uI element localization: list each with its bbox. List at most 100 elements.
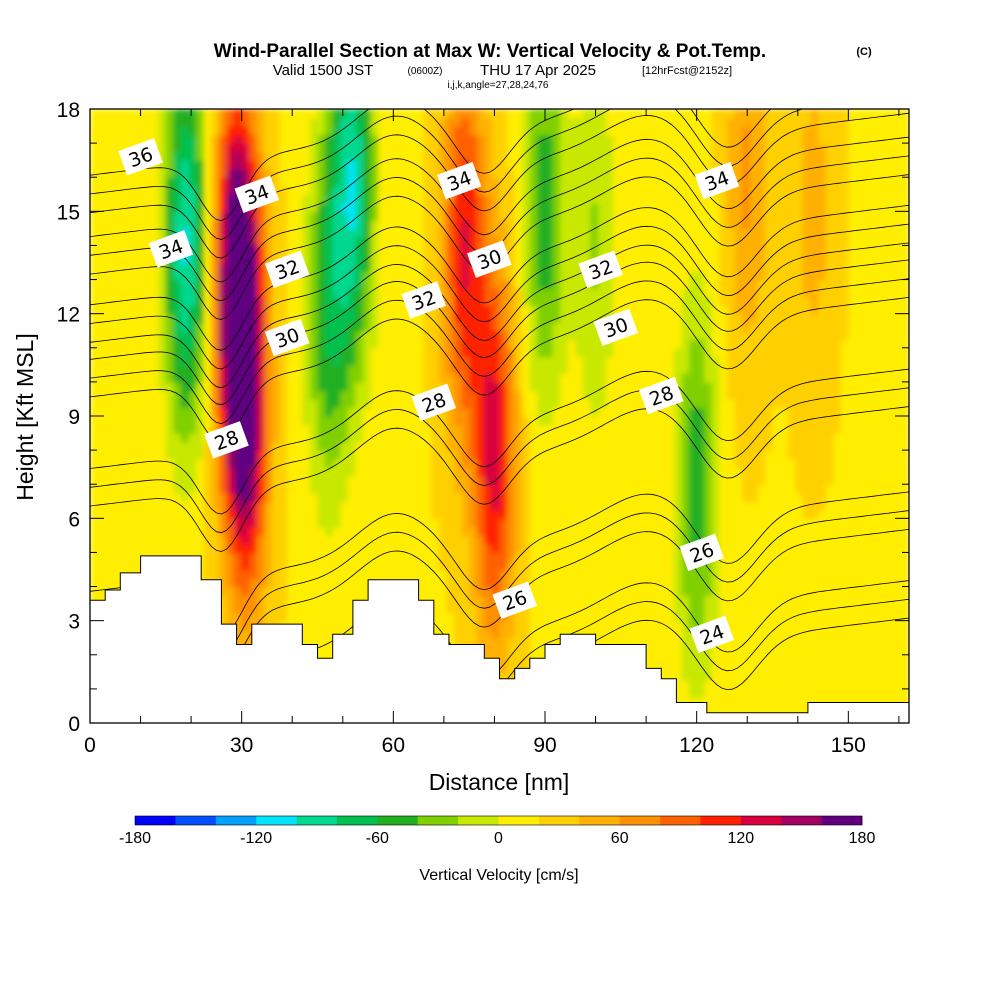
velocity-cell	[469, 612, 478, 622]
velocity-cell	[165, 313, 175, 323]
velocity-cell	[431, 236, 440, 247]
velocity-cell	[605, 586, 615, 596]
velocity-cell	[370, 518, 379, 528]
velocity-cell	[408, 126, 417, 136]
velocity-cell	[302, 543, 311, 554]
velocity-cell	[309, 595, 319, 605]
velocity-cell	[514, 526, 524, 537]
velocity-cell	[590, 373, 599, 383]
velocity-cell	[317, 407, 326, 417]
velocity-cell	[491, 484, 501, 494]
velocity-cell	[423, 552, 433, 562]
velocity-cell	[317, 381, 326, 392]
velocity-cell	[499, 518, 508, 528]
velocity-cell	[158, 305, 167, 315]
velocity-cell	[211, 509, 220, 520]
velocity-cell	[340, 279, 349, 289]
velocity-cell	[143, 305, 152, 315]
velocity-cell	[613, 603, 622, 613]
velocity-cell	[158, 228, 167, 238]
velocity-cell	[545, 134, 554, 144]
velocity-cell	[249, 518, 258, 528]
velocity-cell	[552, 629, 561, 639]
velocity-cell	[476, 552, 486, 562]
velocity-cell	[454, 543, 463, 554]
velocity-cell	[188, 433, 197, 443]
velocity-cell	[234, 543, 243, 554]
velocity-cell	[294, 407, 304, 417]
velocity-cell	[90, 279, 99, 289]
velocity-cell	[347, 134, 357, 144]
velocity-cell	[325, 126, 334, 136]
velocity-cell	[605, 603, 615, 613]
velocity-cell	[552, 288, 561, 298]
velocity-cell	[507, 398, 516, 409]
velocity-cell	[507, 637, 516, 647]
velocity-cell	[249, 219, 258, 230]
velocity-cell	[582, 313, 592, 323]
velocity-cell	[325, 458, 334, 468]
velocity-cell	[188, 492, 197, 503]
velocity-cell	[400, 202, 410, 213]
velocity-cell	[499, 424, 508, 434]
velocity-cell	[499, 501, 508, 511]
velocity-cell	[241, 143, 251, 153]
velocity-cell	[196, 424, 205, 434]
velocity-cell	[264, 236, 273, 247]
velocity-cell	[173, 373, 182, 383]
velocity-cell	[158, 398, 167, 409]
velocity-cell	[522, 330, 531, 340]
velocity-cell	[461, 390, 470, 400]
velocity-cell	[469, 373, 478, 383]
velocity-cell	[575, 339, 584, 349]
velocity-cell	[355, 177, 364, 187]
velocity-cell	[560, 586, 569, 596]
velocity-cell	[370, 433, 379, 443]
velocity-cell	[613, 612, 622, 622]
velocity-cell	[454, 518, 463, 528]
velocity-cell	[158, 160, 167, 170]
velocity-cell	[385, 134, 395, 144]
velocity-cell	[461, 117, 470, 127]
velocity-cell	[272, 322, 281, 332]
velocity-cell	[234, 637, 243, 647]
velocity-cell	[211, 390, 220, 400]
velocity-cell	[507, 373, 516, 383]
velocity-cell	[446, 117, 455, 127]
velocity-cell	[476, 373, 486, 383]
velocity-cell	[340, 288, 349, 298]
velocity-cell	[158, 271, 167, 281]
velocity-cell	[499, 356, 508, 366]
velocity-cell	[279, 458, 288, 468]
velocity-cell	[302, 561, 311, 571]
velocity-cell	[469, 603, 478, 613]
velocity-cell	[582, 339, 592, 349]
velocity-cell	[522, 177, 531, 187]
velocity-cell	[287, 126, 296, 136]
velocity-cell	[241, 492, 251, 503]
velocity-cell	[218, 373, 228, 383]
velocity-cell	[461, 612, 470, 622]
velocity-cell	[363, 561, 372, 571]
velocity-cell	[598, 134, 607, 144]
velocity-cell	[173, 339, 182, 349]
velocity-cell	[598, 364, 607, 375]
velocity-cell	[461, 245, 470, 255]
velocity-cell	[400, 151, 410, 161]
velocity-cell	[416, 126, 425, 136]
velocity-cell	[598, 398, 607, 409]
velocity-cell	[340, 305, 349, 315]
velocity-cell	[605, 629, 615, 639]
velocity-cell	[499, 569, 508, 579]
velocity-cell	[302, 390, 311, 400]
velocity-cell	[143, 296, 152, 306]
velocity-cell	[279, 126, 288, 136]
velocity-cell	[340, 143, 349, 153]
velocity-cell	[590, 356, 599, 366]
velocity-cell	[150, 441, 160, 451]
velocity-cell	[560, 620, 569, 630]
velocity-cell	[165, 262, 175, 272]
velocity-cell	[507, 236, 516, 247]
velocity-cell	[378, 552, 387, 562]
velocity-cell	[332, 518, 342, 528]
